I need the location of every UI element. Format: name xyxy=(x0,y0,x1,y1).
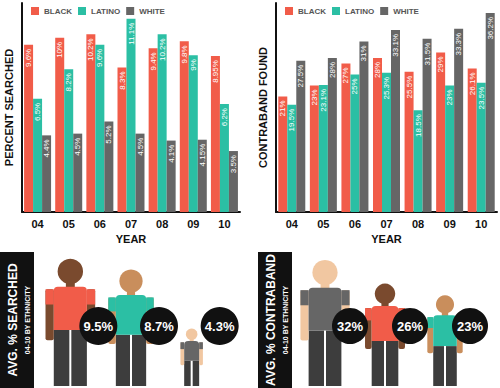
svg-text:27%: 27% xyxy=(341,68,350,84)
svg-text:06: 06 xyxy=(349,218,361,230)
svg-text:09: 09 xyxy=(444,218,456,230)
svg-text:YEAR: YEAR xyxy=(116,233,147,245)
svg-text:25%: 25% xyxy=(350,79,359,95)
svg-text:4.3%: 4.3% xyxy=(205,319,235,334)
svg-text:08: 08 xyxy=(156,218,168,230)
svg-text:10: 10 xyxy=(218,218,230,230)
svg-text:26.1%: 26.1% xyxy=(468,72,477,95)
svg-text:23.5%: 23.5% xyxy=(477,87,486,110)
svg-text:31%: 31% xyxy=(359,46,368,62)
svg-text:LATINO: LATINO xyxy=(91,7,120,16)
svg-text:26%: 26% xyxy=(397,319,423,334)
svg-text:AVG. % CONTRABAND: AVG. % CONTRABAND xyxy=(264,254,278,386)
svg-text:06: 06 xyxy=(94,218,106,230)
svg-text:WHITE: WHITE xyxy=(139,7,165,16)
svg-text:04: 04 xyxy=(31,218,44,230)
svg-text:23%: 23% xyxy=(457,319,483,334)
svg-text:21%: 21% xyxy=(278,101,287,117)
svg-text:19.5%: 19.5% xyxy=(287,109,296,132)
svg-text:4.15%: 4.15% xyxy=(198,144,207,167)
svg-text:LATINO: LATINO xyxy=(345,7,374,16)
svg-text:9.8%: 9.8% xyxy=(180,45,189,63)
svg-text:23%: 23% xyxy=(445,90,454,106)
svg-text:04-10 BY ETHNICITY: 04-10 BY ETHNICITY xyxy=(24,286,31,355)
svg-text:28%: 28% xyxy=(373,62,382,78)
svg-text:10.2%: 10.2% xyxy=(158,38,167,61)
svg-text:04-10 BY ETHNICITY: 04-10 BY ETHNICITY xyxy=(282,286,289,355)
svg-text:4.5%: 4.5% xyxy=(136,138,145,156)
svg-text:18.5%: 18.5% xyxy=(414,114,423,137)
svg-text:33.3%: 33.3% xyxy=(454,33,463,56)
svg-text:23.1%: 23.1% xyxy=(319,89,328,112)
svg-text:5.2%: 5.2% xyxy=(104,125,113,143)
svg-text:AVG. % SEARCHED: AVG. % SEARCHED xyxy=(6,263,20,376)
svg-text:9.4%: 9.4% xyxy=(149,52,158,70)
svg-text:9.5%: 9.5% xyxy=(84,319,114,334)
svg-text:YEAR: YEAR xyxy=(371,233,402,245)
svg-text:25.3%: 25.3% xyxy=(382,77,391,100)
svg-text:BLACK: BLACK xyxy=(44,7,72,16)
svg-text:4.5%: 4.5% xyxy=(73,138,82,156)
svg-text:28%: 28% xyxy=(328,62,337,78)
svg-text:8.95%: 8.95% xyxy=(211,60,220,83)
svg-text:07: 07 xyxy=(125,218,137,230)
svg-text:10.2%: 10.2% xyxy=(86,38,95,61)
svg-text:6.2%: 6.2% xyxy=(220,108,229,126)
svg-text:10: 10 xyxy=(475,218,487,230)
svg-text:32%: 32% xyxy=(337,319,363,334)
svg-text:4.1%: 4.1% xyxy=(167,145,176,163)
svg-text:CONTRABAND FOUND: CONTRABAND FOUND xyxy=(257,47,269,168)
svg-text:PERCENT SEARCHED: PERCENT SEARCHED xyxy=(3,49,15,166)
svg-text:11.1%: 11.1% xyxy=(127,23,136,45)
svg-text:04: 04 xyxy=(286,218,299,230)
svg-text:8.7%: 8.7% xyxy=(144,319,174,334)
svg-text:4.4%: 4.4% xyxy=(42,139,51,157)
svg-text:09: 09 xyxy=(187,218,199,230)
svg-text:36.2%: 36.2% xyxy=(486,17,495,40)
svg-text:29%: 29% xyxy=(436,57,445,73)
svg-text:9.6%: 9.6% xyxy=(24,49,33,67)
svg-text:31.5%: 31.5% xyxy=(423,43,432,66)
svg-text:3.5%: 3.5% xyxy=(229,155,238,173)
svg-text:23%: 23% xyxy=(310,90,319,106)
svg-text:08: 08 xyxy=(412,218,424,230)
svg-text:WHITE: WHITE xyxy=(393,7,419,16)
svg-text:27.5%: 27.5% xyxy=(296,65,305,88)
svg-text:9.6%: 9.6% xyxy=(95,49,104,67)
svg-text:25.5%: 25.5% xyxy=(405,76,414,99)
svg-text:07: 07 xyxy=(380,218,392,230)
svg-text:05: 05 xyxy=(63,218,75,230)
svg-text:33.1%: 33.1% xyxy=(391,34,400,57)
svg-text:8.3%: 8.3% xyxy=(118,71,127,89)
svg-text:8.2%: 8.2% xyxy=(64,73,73,91)
svg-text:6.5%: 6.5% xyxy=(33,103,42,121)
svg-text:9%: 9% xyxy=(189,59,198,71)
svg-text:05: 05 xyxy=(317,218,329,230)
svg-text:BLACK: BLACK xyxy=(298,7,326,16)
svg-text:10%: 10% xyxy=(55,42,64,58)
